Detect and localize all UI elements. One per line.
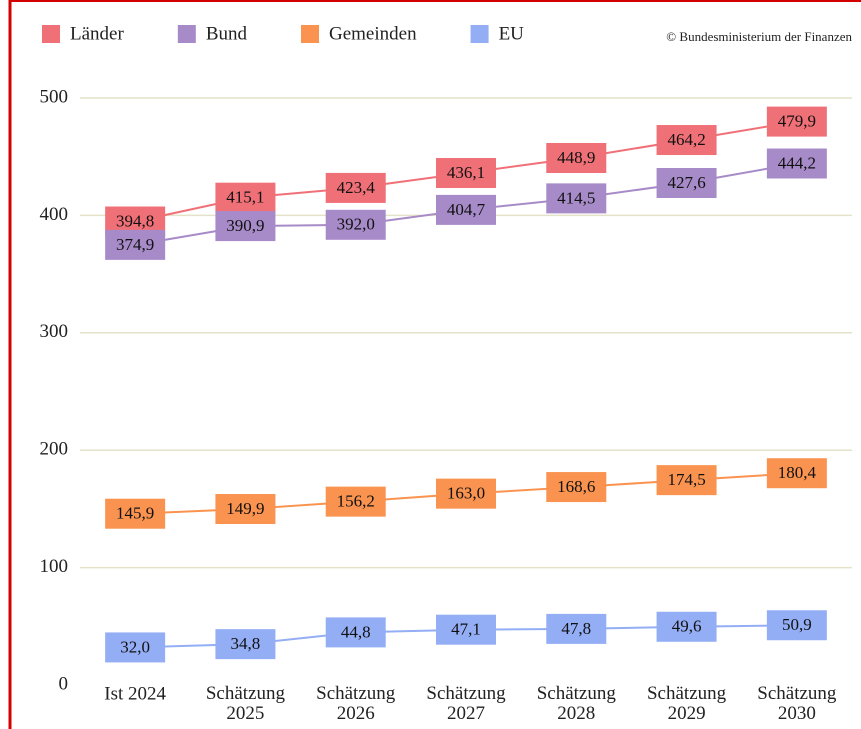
value-label: 464,2 [667, 130, 705, 149]
value-box [105, 632, 166, 663]
value-box [546, 472, 607, 503]
value-label: 444,2 [778, 153, 816, 172]
value-box [325, 617, 386, 648]
value-label: 448,9 [557, 148, 595, 167]
legend-label: EU [499, 23, 525, 44]
x-tick-label: Ist 2024 [104, 683, 166, 704]
value-box [325, 172, 386, 203]
value-box [325, 486, 386, 517]
y-tick-label: 0 [59, 673, 69, 694]
value-box [325, 209, 386, 240]
value-box [656, 167, 717, 198]
value-label: 168,6 [557, 477, 595, 496]
value-box [656, 125, 717, 156]
value-box [546, 613, 607, 644]
x-tick-label: Schätzung 2029 [647, 683, 727, 724]
value-box [656, 465, 717, 496]
value-box [105, 229, 166, 260]
value-box [215, 494, 276, 525]
value-label: 156,2 [337, 492, 375, 511]
source: © Bundesministerium der Finanzen [666, 29, 852, 44]
legend-swatch [470, 25, 489, 43]
x-tick-label: Schätzung 2027 [426, 683, 506, 724]
value-box [436, 614, 496, 645]
value-label: 174,5 [667, 470, 705, 489]
value-label: 390,9 [226, 216, 264, 235]
value-label: 374,9 [116, 235, 154, 254]
value-label: 427,6 [667, 173, 705, 192]
value-label: 479,9 [778, 112, 816, 131]
legend-label: Länder [70, 23, 124, 44]
value-label: 50,9 [782, 615, 812, 634]
value-box [656, 611, 717, 642]
value-box [436, 194, 496, 225]
y-tick-label: 300 [40, 321, 69, 342]
value-label: 47,1 [451, 620, 481, 639]
y-tick-label: 100 [40, 556, 69, 577]
legend-swatch [177, 25, 196, 43]
value-box [766, 610, 827, 641]
legend-swatch [42, 25, 60, 43]
value-box [546, 142, 607, 173]
x-tick-label: Schätzung 2028 [537, 683, 617, 724]
value-box [766, 148, 827, 179]
value-box [766, 458, 827, 489]
value-box [105, 498, 166, 529]
value-box [215, 211, 276, 242]
value-box [436, 478, 496, 509]
value-box [546, 183, 607, 214]
y-tick-label: 400 [40, 204, 69, 225]
legend-label: Gemeinden [329, 23, 417, 44]
value-box [215, 629, 276, 660]
value-label: 394,8 [116, 211, 154, 230]
value-label: 49,6 [672, 617, 702, 636]
value-label: 34,8 [231, 634, 261, 653]
legend-swatch [301, 25, 319, 43]
value-label: 404,7 [447, 200, 486, 219]
x-tick-label: Schätzung 2026 [316, 683, 396, 724]
value-label: 414,5 [557, 188, 595, 207]
value-box [766, 106, 827, 137]
value-label: 180,4 [778, 463, 817, 482]
x-tick-label: Schätzung 2025 [206, 683, 286, 724]
value-box [436, 158, 496, 189]
y-tick-label: 500 [40, 86, 69, 107]
value-label: 47,8 [561, 619, 591, 638]
value-label: 392,0 [337, 215, 375, 234]
value-label: 149,9 [226, 499, 264, 518]
value-label: 415,1 [226, 188, 264, 207]
value-label: 163,0 [447, 484, 485, 503]
legend-label: Bund [206, 23, 248, 44]
value-label: 436,1 [447, 163, 485, 182]
value-box [215, 182, 276, 213]
value-label: 423,4 [337, 178, 376, 197]
value-label: 145,9 [116, 504, 154, 523]
value-label: 32,0 [120, 637, 150, 656]
y-tick-label: 200 [40, 439, 69, 460]
value-label: 44,8 [341, 622, 371, 641]
x-tick-label: Schätzung 2030 [757, 683, 837, 724]
